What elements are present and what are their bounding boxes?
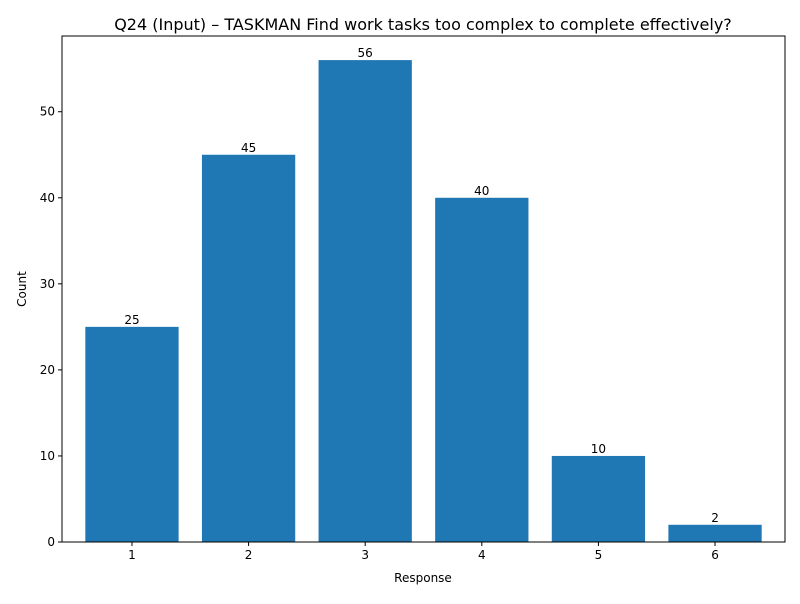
y-tick-label: 20 (40, 363, 55, 377)
x-tick-label: 5 (595, 548, 603, 562)
x-axis-label: Response (394, 571, 452, 585)
chart-title: Q24 (Input) – TASKMAN Find work tasks to… (114, 15, 732, 34)
y-tick-label: 30 (40, 277, 55, 291)
x-tick-label: 6 (711, 548, 719, 562)
bar-3 (318, 60, 412, 542)
bar-5 (551, 455, 646, 542)
data-label-4: 40 (474, 184, 489, 198)
y-tick-label: 40 (40, 191, 55, 205)
x-tick-label: 2 (245, 548, 253, 562)
bar-2 (201, 154, 296, 542)
y-tick-label: 0 (47, 535, 55, 549)
data-label-1: 25 (124, 313, 139, 327)
x-tick-label: 3 (361, 548, 369, 562)
data-label-6: 2 (711, 511, 719, 525)
y-tick-label: 10 (40, 449, 55, 463)
bar-1 (85, 326, 179, 542)
x-tick-label: 4 (478, 548, 486, 562)
x-tick-label: 1 (128, 548, 136, 562)
data-label-2: 45 (241, 141, 256, 155)
y-axis-label: Count (15, 271, 29, 307)
plot-frame (61, 35, 786, 543)
y-tick-label: 50 (40, 105, 55, 119)
bar-6 (668, 524, 762, 542)
data-label-5: 10 (591, 442, 606, 456)
data-label-3: 56 (358, 46, 373, 60)
bar-4 (435, 197, 529, 542)
